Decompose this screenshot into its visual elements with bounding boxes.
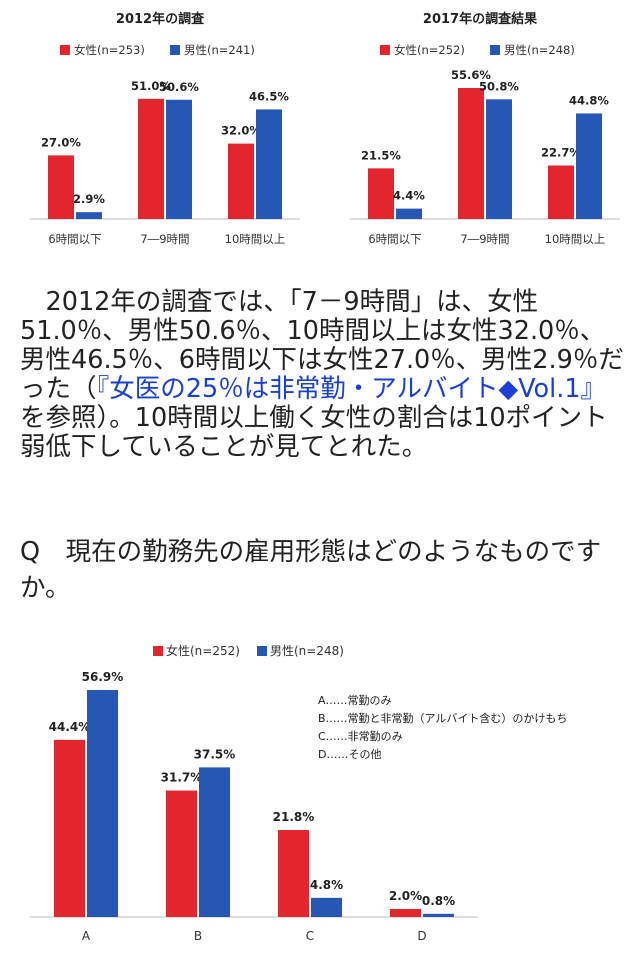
c2017-bar-1-1 bbox=[486, 99, 512, 219]
employment-data-label-1-3: 0.8% bbox=[422, 894, 455, 908]
c2012-legend-swatch-1 bbox=[170, 45, 180, 55]
c2012-data-label-0-2: 32.0% bbox=[221, 124, 261, 138]
c2017-bar-0-1 bbox=[458, 88, 484, 219]
c2017-bar-1-2 bbox=[576, 113, 602, 219]
employment-note-3: D……その他 bbox=[318, 748, 381, 761]
c2012-data-label-1-2: 46.5% bbox=[249, 89, 289, 103]
employment-data-label-1-0: 56.9% bbox=[82, 670, 124, 684]
c2017-bar-1-0 bbox=[396, 208, 422, 219]
c2017-data-label-0-0: 21.5% bbox=[361, 148, 401, 162]
c2012-legend-swatch-0 bbox=[60, 45, 70, 55]
employment-data-label-0-3: 2.0% bbox=[389, 889, 422, 903]
c2012-bar-0-2 bbox=[228, 143, 254, 219]
c2017-category-label-2: 10時間以上 bbox=[545, 232, 606, 246]
employment-legend-label-0: 女性(n=252) bbox=[166, 643, 240, 658]
c2017-title: 2017年の調査結果 bbox=[423, 11, 537, 27]
employment-note-2: C……非常勤のみ bbox=[318, 730, 403, 743]
c2017-category-label-0: 6時間以下 bbox=[368, 232, 421, 246]
employment-data-label-1-2: 4.8% bbox=[310, 878, 343, 892]
employment-note-0: A……常勤のみ bbox=[318, 694, 392, 707]
employment-legend-label-1: 男性(n=248) bbox=[270, 644, 344, 658]
employment-data-label-0-1: 31.7% bbox=[161, 771, 203, 785]
c2017-data-label-0-1: 55.6% bbox=[451, 68, 491, 82]
c2017-legend-swatch-1 bbox=[490, 45, 500, 55]
employment-legend-swatch-0 bbox=[153, 646, 163, 656]
employment-bar-1-1 bbox=[199, 767, 230, 917]
employment-bar-0-0 bbox=[54, 739, 85, 917]
employment-category-label-1: B bbox=[194, 929, 202, 943]
employment-legend-swatch-1 bbox=[257, 646, 267, 656]
c2017-data-label-1-2: 44.8% bbox=[569, 93, 609, 107]
c2012-bar-0-0 bbox=[48, 155, 74, 219]
c2012-legend-label-1: 男性(n=241) bbox=[184, 43, 255, 57]
employment-bar-0-2 bbox=[278, 830, 309, 917]
c2012-data-label-0-0: 27.0% bbox=[41, 135, 81, 149]
c2012-legend-label-0: 女性(n=253) bbox=[74, 43, 145, 57]
c2012-bar-1-1 bbox=[166, 99, 192, 219]
employment-bar-1-0 bbox=[87, 690, 118, 917]
paragraph-text-2: を参照）。10時間以上働く女性の割合は10ポイント弱低下していることが見てとれた… bbox=[20, 403, 608, 462]
c2012-data-label-0-1: 51.0% bbox=[131, 79, 171, 93]
c2012-category-label-1: 7―9時間 bbox=[140, 232, 189, 246]
article-link[interactable]: 『女医の25％は非常勤・アルバイト◆Vol.1』 bbox=[96, 374, 607, 404]
employment-note-1: B……常勤と非常勤（アルバイト含む）のかけもち bbox=[318, 711, 567, 725]
employment-data-label-1-1: 37.5% bbox=[194, 747, 236, 761]
c2017-data-label-0-2: 22.7% bbox=[541, 146, 581, 160]
employment-category-label-2: C bbox=[306, 929, 314, 943]
employment-category-label-3: D bbox=[417, 929, 426, 943]
c2012-data-label-1-0: 2.9% bbox=[73, 192, 105, 206]
employment-category-label-0: A bbox=[82, 929, 91, 943]
c2012-category-label-0: 6時間以下 bbox=[48, 232, 101, 246]
article-paragraph: 2012年の調査では、「7－9時間」は、女性51.0％、男性50.6％、10時間… bbox=[20, 288, 626, 462]
c2017-legend-swatch-0 bbox=[380, 45, 390, 55]
c2012-bar-1-0 bbox=[76, 212, 102, 219]
question-heading: Q 現在の勤務先の雇用形態はどのようなものですか。 bbox=[20, 537, 602, 603]
c2012-bar-0-1 bbox=[138, 98, 164, 219]
c2012-title: 2012年の調査 bbox=[116, 11, 205, 27]
employment-bar-0-1 bbox=[166, 790, 197, 917]
c2017-data-label-1-0: 4.4% bbox=[393, 189, 425, 203]
employment-data-label-0-0: 44.4% bbox=[49, 720, 91, 734]
c2017-data-label-1-1: 50.8% bbox=[479, 79, 519, 93]
c2012-data-label-1-1: 50.6% bbox=[159, 80, 199, 94]
employment-bar-1-3 bbox=[423, 913, 454, 917]
employment-bar-0-3 bbox=[390, 909, 421, 917]
employment-data-label-0-2: 21.8% bbox=[273, 810, 315, 824]
paragraph-text-1: 2012年の調査では、「7－9時間」は、女性51.0％、男性50.6％、10時間… bbox=[20, 287, 624, 404]
c2017-legend-label-1: 男性(n=248) bbox=[504, 43, 575, 57]
chart-employment-type: 女性(n=252) 男性(n=248) A……常勤のみ B……常勤と非常勤（アルバイト… bbox=[30, 643, 567, 943]
c2017-legend-label-0: 女性(n=252) bbox=[394, 43, 465, 57]
c2017-bar-0-0 bbox=[368, 168, 394, 219]
c2012-category-label-2: 10時間以上 bbox=[225, 232, 286, 246]
c2017-bar-0-2 bbox=[548, 165, 574, 219]
c2012-bar-1-2 bbox=[256, 109, 282, 219]
employment-bar-1-2 bbox=[311, 897, 342, 917]
c2017-category-label-1: 7―9時間 bbox=[460, 232, 509, 246]
